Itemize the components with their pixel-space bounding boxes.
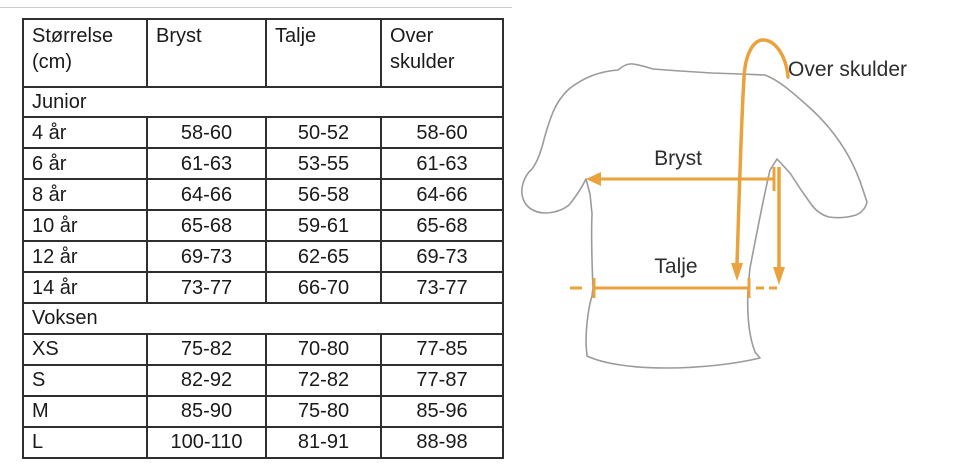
waist-cell: 62-65 bbox=[265, 240, 382, 274]
shoulder-cell: 64-66 bbox=[380, 178, 504, 212]
waist-cell: 53-55 bbox=[265, 147, 382, 181]
shoulder-label: Over skulder bbox=[788, 58, 908, 81]
shoulder-cell: 69-73 bbox=[380, 240, 504, 274]
shoulder-cell: 85-96 bbox=[380, 394, 504, 428]
waist-cell: 50-52 bbox=[265, 116, 382, 150]
shoulder-back-arrowhead-icon bbox=[773, 267, 785, 285]
table-row: XS 75-82 70-80 77-85 bbox=[22, 332, 504, 366]
chest-cell: 69-73 bbox=[146, 240, 267, 274]
tshirt-outline bbox=[521, 63, 868, 369]
size-chart-table: Størrelse (cm) Bryst Talje Over skulder … bbox=[22, 18, 504, 459]
chest-cell: 82-92 bbox=[146, 363, 267, 397]
size-cell: XS bbox=[22, 332, 148, 366]
section-row-voksen: Voksen bbox=[22, 302, 504, 335]
waist-cell: 81-91 bbox=[265, 425, 382, 459]
size-cell: 14 år bbox=[22, 271, 148, 305]
size-cell: 12 år bbox=[22, 240, 148, 274]
shoulder-cell: 77-85 bbox=[380, 332, 504, 366]
chest-arrowhead-left-icon bbox=[586, 172, 601, 186]
table-row: 12 år 69-73 62-65 69-73 bbox=[22, 240, 504, 274]
section-label: Junior bbox=[22, 85, 504, 119]
chest-cell: 64-66 bbox=[146, 178, 267, 212]
chest-cell: 58-60 bbox=[146, 116, 267, 150]
chest-cell: 75-82 bbox=[146, 332, 267, 366]
waist-cell: 70-80 bbox=[265, 332, 382, 366]
shoulder-loop-line bbox=[735, 38, 790, 266]
section-row-junior: Junior bbox=[22, 85, 504, 119]
shoulder-cell: 73-77 bbox=[380, 271, 504, 305]
shoulder-cell: 65-68 bbox=[380, 209, 504, 243]
column-header-shoulder: Over skulder bbox=[380, 18, 504, 88]
size-cell: S bbox=[22, 363, 148, 397]
table-row: 14 år 73-77 66-70 73-77 bbox=[22, 271, 504, 305]
chest-cell: 85-90 bbox=[146, 394, 267, 428]
section-label: Voksen bbox=[22, 302, 504, 335]
table-row: 6 år 61-63 53-55 61-63 bbox=[22, 147, 504, 181]
shoulder-loop-arrowhead-icon bbox=[731, 263, 743, 281]
column-header-size: Størrelse (cm) bbox=[22, 18, 148, 88]
waist-label: Talje bbox=[654, 255, 698, 278]
chest-cell: 73-77 bbox=[146, 271, 267, 305]
table-row: L 100-110 81-91 88-98 bbox=[22, 425, 504, 459]
shoulder-cell: 61-63 bbox=[380, 147, 504, 181]
chest-cell: 65-68 bbox=[146, 209, 267, 243]
chest-label: Bryst bbox=[654, 147, 702, 170]
waist-cell: 59-61 bbox=[265, 209, 382, 243]
size-cell: M bbox=[22, 394, 148, 428]
waist-cell: 66-70 bbox=[265, 271, 382, 305]
chest-cell: 100-110 bbox=[146, 425, 267, 459]
scan-artifact-line bbox=[0, 7, 512, 8]
waist-cell: 56-58 bbox=[265, 178, 382, 212]
waist-cell: 75-80 bbox=[265, 394, 382, 428]
shoulder-cell: 58-60 bbox=[380, 116, 504, 150]
size-cell: 10 år bbox=[22, 209, 148, 243]
size-cell: L bbox=[22, 425, 148, 459]
tshirt-diagram-svg bbox=[521, 38, 868, 369]
size-cell: 4 år bbox=[22, 116, 148, 150]
shoulder-cell: 77-87 bbox=[380, 363, 504, 397]
tshirt-measurement-diagram: Bryst Talje Over skulder bbox=[520, 0, 960, 475]
shoulder-cell: 88-98 bbox=[380, 425, 504, 459]
table-row: 4 år 58-60 50-52 58-60 bbox=[22, 116, 504, 150]
chest-cell: 61-63 bbox=[146, 147, 267, 181]
table-row: M 85-90 75-80 85-96 bbox=[22, 394, 504, 428]
column-header-chest: Bryst bbox=[146, 18, 267, 88]
column-header-waist: Talje bbox=[265, 18, 382, 88]
table-row: S 82-92 72-82 77-87 bbox=[22, 363, 504, 397]
table-row: 8 år 64-66 56-58 64-66 bbox=[22, 178, 504, 212]
size-cell: 6 år bbox=[22, 147, 148, 181]
waist-cell: 72-82 bbox=[265, 363, 382, 397]
size-cell: 8 år bbox=[22, 178, 148, 212]
table-header-row: Størrelse (cm) Bryst Talje Over skulder bbox=[22, 18, 504, 88]
table-row: 10 år 65-68 59-61 65-68 bbox=[22, 209, 504, 243]
